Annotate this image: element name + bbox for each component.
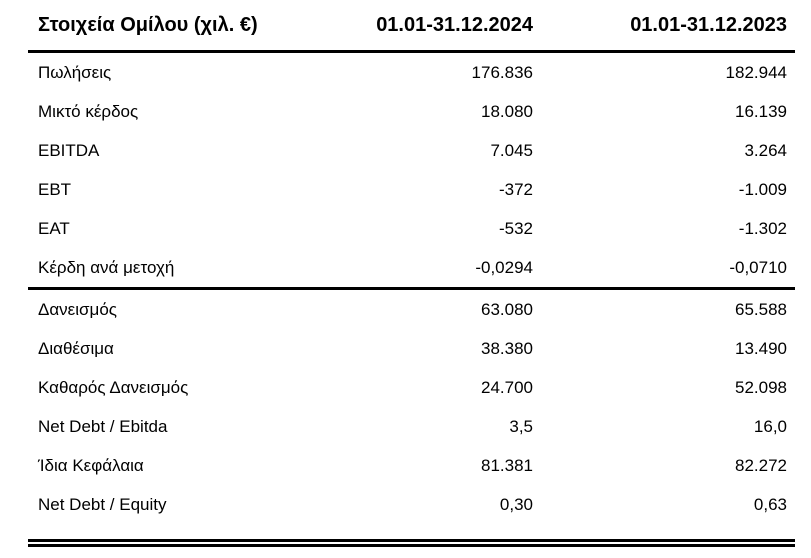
group-financials-table: Στοιχεία Ομίλου (χιλ. €) 01.01-31.12.202… xyxy=(28,0,795,524)
value-2024: 7.045 xyxy=(490,140,533,160)
value-2024: 3,5 xyxy=(509,416,533,436)
value-2023: 182.944 xyxy=(725,62,787,82)
table-row: Διαθέσιμα 38.380 13.490 xyxy=(28,329,795,368)
row-label: Μικτό κέρδος xyxy=(38,101,139,121)
bottom-double-rule xyxy=(28,539,795,547)
section-debt-equity: Δανεισμός 63.080 65.588 Διαθέσιμα 38.380… xyxy=(28,288,795,525)
table-row: Net Debt / Equity 0,30 0,63 xyxy=(28,485,795,524)
value-2024: 38.380 xyxy=(481,338,533,358)
table-row: Δανεισμός 63.080 65.588 xyxy=(28,289,795,330)
column-header-period-2024: 01.01-31.12.2024 xyxy=(330,0,540,53)
value-2024: 63.080 xyxy=(481,299,533,319)
row-label: Δανεισμός xyxy=(38,299,117,319)
table-row: Κέρδη ανά μετοχή -0,0294 -0,0710 xyxy=(28,248,795,289)
value-2023: 13.490 xyxy=(735,338,787,358)
row-label: Κέρδη ανά μετοχή xyxy=(38,257,175,277)
table-title: Στοιχεία Ομίλου (χιλ. €) xyxy=(28,0,330,53)
value-2023: 16.139 xyxy=(735,101,787,121)
value-2023: 16,0 xyxy=(753,416,787,436)
table-row: Ίδια Κεφάλαια 81.381 82.272 xyxy=(28,446,795,485)
value-2023: 82.272 xyxy=(735,455,787,475)
row-label: Πωλήσεις xyxy=(38,62,112,82)
section-profit-loss: Πωλήσεις 176.836 182.944 Μικτό κέρδος 18… xyxy=(28,52,795,289)
value-2023: 65.588 xyxy=(735,299,787,319)
value-2024: 176.836 xyxy=(471,62,533,82)
value-2023: -1.009 xyxy=(738,179,787,199)
value-2024: 0,30 xyxy=(499,494,533,514)
value-2024: -372 xyxy=(498,179,533,199)
row-label: EBITDA xyxy=(38,140,100,160)
row-label: Net Debt / Ebitda xyxy=(38,416,168,436)
table-row: Πωλήσεις 176.836 182.944 xyxy=(28,52,795,93)
table-row: EBT -372 -1.009 xyxy=(28,170,795,209)
table-row: EAT -532 -1.302 xyxy=(28,209,795,248)
header-row: Στοιχεία Ομίλου (χιλ. €) 01.01-31.12.202… xyxy=(28,0,795,53)
value-2024: -0,0294 xyxy=(475,257,533,277)
value-2024: 18.080 xyxy=(481,101,533,121)
column-header-period-2023: 01.01-31.12.2023 xyxy=(540,0,795,53)
value-2024: -532 xyxy=(498,218,533,238)
financial-table-wrapper: Στοιχεία Ομίλου (χιλ. €) 01.01-31.12.202… xyxy=(28,0,795,547)
value-2023: -1.302 xyxy=(738,218,787,238)
value-2023: 0,63 xyxy=(753,494,787,514)
value-2023: 52.098 xyxy=(735,377,787,397)
value-2024: 81.381 xyxy=(481,455,533,475)
value-2023: -0,0710 xyxy=(729,257,787,277)
value-2024: 24.700 xyxy=(481,377,533,397)
table-row: EBITDA 7.045 3.264 xyxy=(28,131,795,170)
table-header: Στοιχεία Ομίλου (χιλ. €) 01.01-31.12.202… xyxy=(28,0,795,53)
row-label: EBT xyxy=(38,179,72,199)
row-label: Net Debt / Equity xyxy=(38,494,167,514)
row-label: Ίδια Κεφάλαια xyxy=(38,455,144,475)
table-row: Net Debt / Ebitda 3,5 16,0 xyxy=(28,407,795,446)
value-2023: 3.264 xyxy=(744,140,787,160)
row-label: Καθαρός Δανεισμός xyxy=(38,377,189,397)
row-label: Διαθέσιμα xyxy=(38,338,114,358)
table-row: Καθαρός Δανεισμός 24.700 52.098 xyxy=(28,368,795,407)
row-label: EAT xyxy=(38,218,70,238)
table-row: Μικτό κέρδος 18.080 16.139 xyxy=(28,92,795,131)
